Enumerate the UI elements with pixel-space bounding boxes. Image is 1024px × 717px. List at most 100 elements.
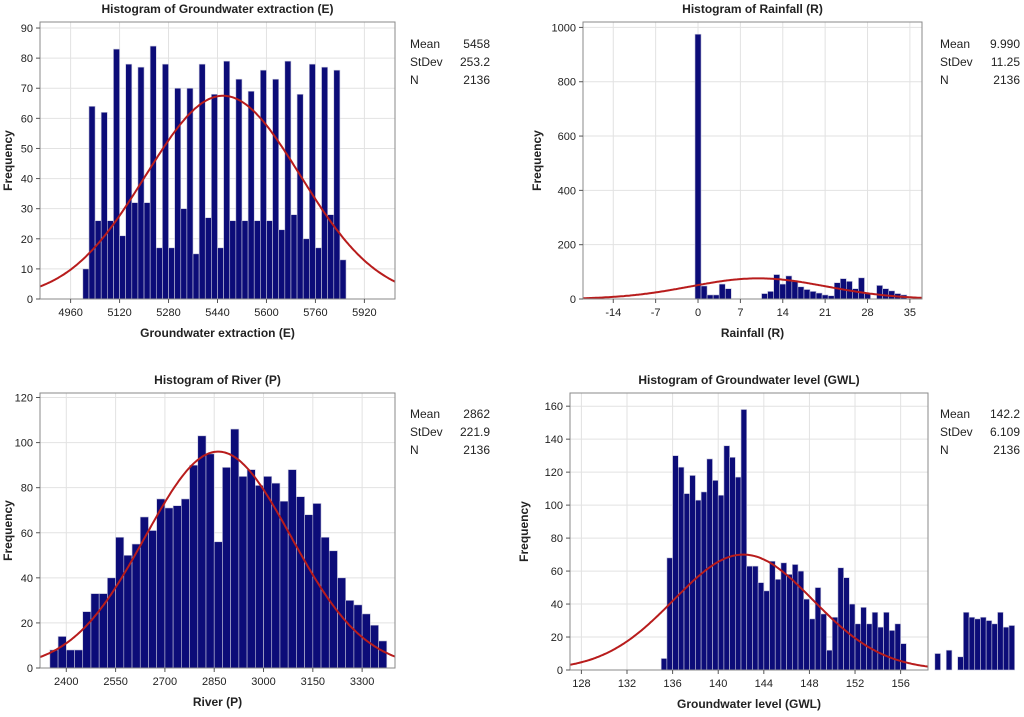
histogram-bar <box>746 565 753 671</box>
histogram-bar <box>963 611 970 671</box>
histogram-bar <box>125 63 133 300</box>
y-tick-label: 60 <box>21 528 33 540</box>
stats-value: 2136 <box>993 73 1020 87</box>
x-tick-label: 35 <box>904 307 916 319</box>
x-tick-label: 2850 <box>202 676 226 688</box>
histogram-bar <box>302 238 310 300</box>
stats-label: N <box>410 443 419 457</box>
x-tick-label: 4960 <box>58 307 82 319</box>
histogram-bar <box>107 577 116 669</box>
histogram-bar <box>672 455 679 671</box>
histogram-bar <box>333 69 341 300</box>
histogram-bar <box>678 466 685 671</box>
x-tick-label: 128 <box>572 678 590 690</box>
stats-label: StDev <box>940 425 973 439</box>
histogram-bar <box>164 507 174 669</box>
histogram-bar <box>883 611 890 671</box>
y-tick-label: 140 <box>545 434 563 446</box>
histogram-bar <box>189 464 199 669</box>
histogram-bar <box>803 289 811 300</box>
histogram-bar <box>706 458 713 671</box>
histogram-bar <box>247 90 255 300</box>
chart-panel-3: 2400 2550 2700 2850 3000 3150 3300 0 20 40 60 80 100… <box>1 373 490 709</box>
histogram-bar <box>735 476 742 671</box>
histogram-bar <box>186 87 194 300</box>
histogram-bar <box>934 653 941 671</box>
histogram-bar <box>296 93 304 300</box>
histogram-bar <box>1008 625 1015 671</box>
histogram-bar <box>94 220 102 300</box>
y-tick-label: 120 <box>545 467 563 479</box>
histogram-bar <box>740 409 748 671</box>
histogram-bar <box>763 590 770 671</box>
histogram-bar <box>100 112 108 300</box>
histogram-bar <box>82 611 92 669</box>
y-tick-label: 80 <box>21 483 33 495</box>
histogram-bar <box>957 656 964 671</box>
histogram-bar <box>833 282 841 300</box>
histogram-bar <box>854 623 862 671</box>
histogram-bar <box>820 613 827 671</box>
histogram-bar <box>900 643 907 671</box>
x-tick-label: 132 <box>618 678 636 690</box>
histogram-bar <box>266 220 273 300</box>
histogram-bar <box>689 475 696 671</box>
histogram-bar <box>894 623 901 671</box>
y-tick-label: 20 <box>21 234 33 246</box>
histogram-bar <box>774 579 782 671</box>
y-tick-label: 20 <box>551 632 563 644</box>
histogram-bar <box>174 87 182 300</box>
x-tick-label: 3000 <box>251 676 275 688</box>
histogram-bar <box>786 574 793 671</box>
x-tick-label: 156 <box>891 678 909 690</box>
histogram-bar <box>113 48 120 300</box>
stats-value: 2136 <box>993 443 1020 457</box>
y-tick-label: 20 <box>21 618 33 630</box>
stats-label: Mean <box>410 407 440 421</box>
stats-value: 6.109 <box>990 425 1020 439</box>
histogram-bar <box>712 294 720 300</box>
histogram-bar <box>837 567 844 671</box>
x-tick-label: 5280 <box>156 307 180 319</box>
histogram-bar <box>700 285 708 300</box>
histogram-bar <box>997 611 1004 671</box>
y-tick-label: 100 <box>15 438 33 450</box>
x-tick-label: -7 <box>651 307 661 319</box>
histogram-bar <box>327 214 335 300</box>
plot-frame <box>569 392 929 671</box>
histogram-bar <box>197 435 207 669</box>
x-tick-label: 3150 <box>301 676 325 688</box>
histogram-bar <box>229 220 237 300</box>
x-tick-label: 14 <box>777 307 789 319</box>
y-axis-label: Frequency <box>517 501 531 562</box>
histogram-bar <box>860 607 867 671</box>
x-tick-label: 21 <box>819 307 831 319</box>
stats-label: StDev <box>940 55 973 69</box>
histogram-bar <box>871 611 879 671</box>
stats-label: N <box>940 443 949 457</box>
chart-panel-1: 4960 5120 5280 5440 5600 5760 5920 0 10 20 30 40 50 6… <box>1 2 490 340</box>
histogram-bar <box>284 60 292 300</box>
y-tick-label: 40 <box>21 174 33 186</box>
histogram-bar <box>115 536 125 669</box>
histogram-bar <box>803 598 810 671</box>
y-tick-label: 30 <box>21 204 33 216</box>
histogram-bar <box>814 587 822 671</box>
histogram-bar <box>88 106 96 300</box>
histogram-bar <box>695 499 702 671</box>
x-tick-label: 5600 <box>254 307 278 319</box>
chart-title: Histogram of Groundwater extraction (E) <box>101 2 333 16</box>
histogram-bar <box>809 291 817 300</box>
normal-fit-curve <box>569 553 929 668</box>
histogram-bar <box>843 577 850 671</box>
histogram-bar <box>217 247 224 300</box>
histogram-bar <box>279 500 289 669</box>
normal-fit-curve <box>39 94 396 288</box>
histogram-bar <box>821 294 829 300</box>
plot-frame <box>582 21 923 300</box>
histogram-bar <box>339 259 347 300</box>
x-tick-label: 3300 <box>350 676 374 688</box>
histogram-bar <box>757 582 765 671</box>
histogram-bar <box>378 640 388 669</box>
histogram-bar <box>246 469 256 669</box>
